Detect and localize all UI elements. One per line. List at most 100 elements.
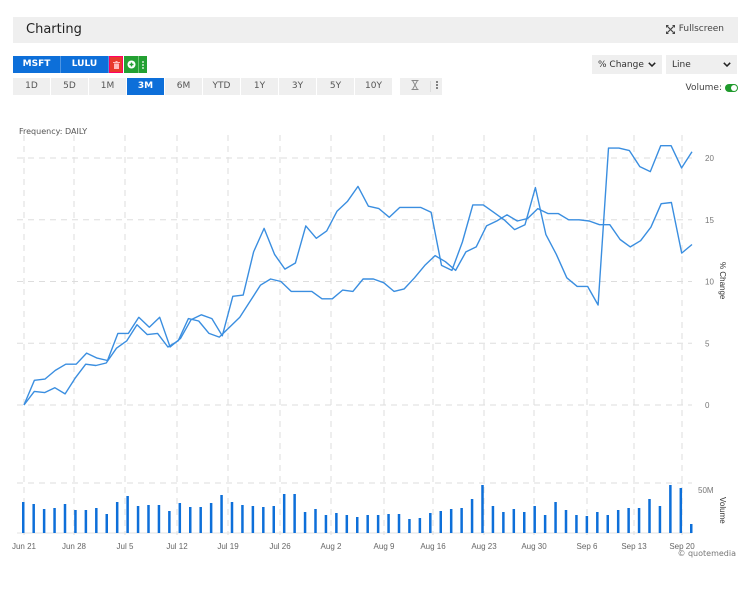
volume-bar (136, 506, 140, 533)
volume-bar (199, 507, 202, 533)
x-tick-label: Jul 19 (217, 542, 239, 551)
tools-more-button[interactable] (430, 81, 442, 92)
volume-label: Volume: (685, 83, 722, 93)
volume-bar (282, 494, 286, 533)
volume-bar (356, 517, 359, 533)
chart-type-select[interactable]: Line (666, 55, 737, 74)
volume-bar (502, 512, 505, 533)
volume-bar (42, 509, 46, 533)
fullscreen-button[interactable]: Fullscreen (665, 24, 724, 34)
volume-bar (470, 499, 474, 533)
hourglass-icon (411, 80, 419, 90)
change-mode-select[interactable]: % Change (592, 55, 662, 74)
x-tick-label: Aug 30 (521, 542, 547, 551)
volume-bar (293, 494, 296, 533)
range-1y[interactable]: 1Y (241, 78, 278, 95)
x-tick-label: Sep 20 (669, 542, 695, 551)
x-tick-label: Aug 9 (374, 542, 395, 551)
volume-bar (95, 508, 98, 533)
volume-bar (512, 509, 516, 533)
volume-bar (74, 510, 77, 533)
volume-bar (575, 515, 578, 533)
volume-bar (126, 496, 129, 533)
change-mode-value: % Change (598, 59, 644, 70)
volume-bar (335, 513, 338, 533)
volume-bar (272, 506, 275, 533)
chart-tools (400, 78, 442, 95)
y-tick-label: 20 (705, 154, 714, 163)
symbol-lulu[interactable]: LULU (61, 56, 109, 73)
volume-bar (460, 508, 463, 533)
volume-axis-label: Volume (718, 497, 727, 524)
volume-bar (387, 514, 390, 533)
x-tick-label: Jun 21 (12, 542, 37, 551)
volume-bar (220, 495, 223, 533)
volume-bar (491, 506, 495, 533)
trash-icon (112, 60, 120, 69)
x-tick-label: Sep 6 (577, 542, 598, 551)
x-tick-label: Jul 26 (269, 542, 291, 551)
x-tick-label: Jul 5 (117, 542, 134, 551)
range-3m[interactable]: 3M (127, 78, 164, 95)
chart-type-value: Line (672, 59, 691, 70)
volume-bar (241, 505, 244, 533)
symbol-msft[interactable]: MSFT (13, 56, 61, 73)
volume-bar (408, 519, 411, 533)
volume-bar (314, 509, 317, 533)
volume-bar (324, 515, 328, 533)
volume-bar (84, 510, 88, 533)
range-ytd[interactable]: YTD (203, 78, 240, 95)
volume-tick-label: 50M (698, 486, 714, 495)
volume-bar (648, 499, 651, 533)
plus-circle-icon (127, 60, 135, 69)
range-5y[interactable]: 5Y (317, 78, 354, 95)
hourglass-button[interactable] (400, 80, 430, 93)
volume-bar (669, 485, 672, 533)
range-5d[interactable]: 5D (51, 78, 88, 95)
volume-bar (449, 509, 453, 533)
volume-bar (178, 503, 182, 533)
range-3y[interactable]: 3Y (279, 78, 316, 95)
volume-bar (105, 514, 108, 533)
volume-bar (627, 508, 630, 533)
y-axis-label: % Change (718, 262, 727, 300)
frequency-label: Frequency: DAILY (19, 127, 88, 136)
volume-bar (251, 506, 255, 533)
volume-bar (230, 502, 234, 533)
x-tick-label: Aug 23 (471, 542, 497, 551)
symbol-more-button[interactable] (138, 56, 147, 73)
add-symbol-button[interactable] (124, 56, 138, 73)
volume-bar (376, 515, 380, 533)
range-1d[interactable]: 1D (13, 78, 50, 95)
volume-bar (554, 502, 557, 533)
volume-bar (533, 506, 536, 533)
x-tick-label: Sep 13 (621, 542, 647, 551)
range-1m[interactable]: 1M (89, 78, 126, 95)
range-10y[interactable]: 10Y (355, 78, 392, 95)
volume-bar (303, 512, 307, 533)
volume-bar (397, 514, 401, 533)
volume-bar (209, 503, 213, 533)
y-tick-label: 10 (705, 278, 714, 287)
volume-bar (429, 513, 432, 533)
volume-bar (53, 508, 56, 533)
volume-bar (22, 502, 25, 533)
copyright: © quotemedia (677, 549, 736, 558)
volume-bar (679, 488, 683, 533)
volume-bar (189, 507, 192, 533)
volume-bar (168, 511, 171, 533)
x-tick-label: Jul 12 (166, 542, 188, 551)
range-6m[interactable]: 6M (165, 78, 202, 95)
volume-toggle[interactable] (725, 84, 738, 92)
y-tick-label: 0 (705, 401, 710, 410)
fullscreen-label: Fullscreen (678, 24, 724, 34)
volume-bar (147, 505, 150, 533)
volume-bar (262, 507, 265, 533)
symbol-bar: MSFT LULU (13, 56, 147, 73)
chevron-down-icon (648, 62, 656, 67)
volume-bar (345, 515, 349, 533)
volume-toggle-control: Volume: (685, 83, 738, 93)
delete-symbol-button[interactable] (109, 56, 123, 73)
volume-bar (585, 516, 589, 533)
